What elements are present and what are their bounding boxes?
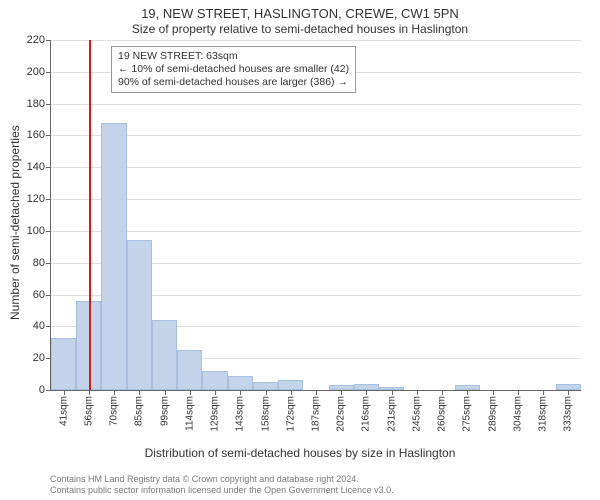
annotation-line2: ← 10% of semi-detached houses are smalle… bbox=[118, 63, 349, 76]
x-tick-mark bbox=[341, 390, 342, 395]
chart-title-main: 19, NEW STREET, HASLINGTON, CREWE, CW1 5… bbox=[0, 6, 600, 21]
gridline bbox=[51, 199, 581, 200]
x-tick-label: 289sqm bbox=[487, 396, 498, 432]
y-tick-label: 40 bbox=[33, 320, 45, 332]
x-tick-label: 85sqm bbox=[134, 396, 145, 426]
y-tick-mark bbox=[46, 199, 51, 200]
histogram-bar bbox=[152, 320, 177, 390]
histogram-bar bbox=[202, 371, 227, 390]
y-tick-mark bbox=[46, 104, 51, 105]
x-tick-mark bbox=[493, 390, 494, 395]
y-tick-label: 60 bbox=[33, 289, 45, 301]
x-tick-mark bbox=[417, 390, 418, 395]
histogram-bar bbox=[177, 350, 202, 390]
x-tick-mark bbox=[568, 390, 569, 395]
x-tick-mark bbox=[291, 390, 292, 395]
x-tick-label: 114sqm bbox=[184, 396, 195, 431]
y-tick-label: 100 bbox=[27, 225, 45, 237]
x-tick-label: 143sqm bbox=[235, 396, 246, 432]
y-tick-mark bbox=[46, 231, 51, 232]
x-tick-mark bbox=[114, 390, 115, 395]
x-tick-label: 333sqm bbox=[563, 396, 574, 432]
x-tick-mark bbox=[316, 390, 317, 395]
y-tick-label: 180 bbox=[27, 98, 45, 110]
y-tick-label: 0 bbox=[39, 384, 45, 396]
histogram-bar bbox=[51, 338, 76, 391]
x-tick-label: 70sqm bbox=[109, 396, 120, 426]
x-tick-mark bbox=[240, 390, 241, 395]
x-tick-label: 318sqm bbox=[538, 396, 549, 432]
x-tick-mark bbox=[139, 390, 140, 395]
y-tick-label: 220 bbox=[27, 34, 45, 46]
x-tick-label: 99sqm bbox=[159, 396, 170, 426]
property-size-histogram: 19, NEW STREET, HASLINGTON, CREWE, CW1 5… bbox=[0, 0, 600, 500]
y-tick-label: 160 bbox=[27, 129, 45, 141]
gridline bbox=[51, 135, 581, 136]
x-tick-mark bbox=[392, 390, 393, 395]
x-tick-label: 187sqm bbox=[311, 396, 322, 432]
gridline bbox=[51, 231, 581, 232]
y-tick-mark bbox=[46, 72, 51, 73]
x-tick-label: 56sqm bbox=[83, 396, 94, 426]
attribution-line1: Contains HM Land Registry data © Crown c… bbox=[50, 474, 394, 485]
chart-title-sub: Size of property relative to semi-detach… bbox=[0, 22, 600, 36]
y-tick-label: 120 bbox=[27, 193, 45, 205]
x-tick-label: 260sqm bbox=[437, 396, 448, 432]
y-tick-mark bbox=[46, 295, 51, 296]
plot-area: 02040608010012014016018020022041sqm56sqm… bbox=[50, 40, 581, 391]
attribution-line2: Contains public sector information licen… bbox=[50, 485, 394, 496]
x-tick-mark bbox=[366, 390, 367, 395]
x-tick-mark bbox=[266, 390, 267, 395]
y-tick-mark bbox=[46, 326, 51, 327]
x-tick-label: 216sqm bbox=[361, 396, 372, 432]
x-tick-label: 304sqm bbox=[512, 396, 523, 432]
x-tick-label: 231sqm bbox=[386, 396, 397, 432]
x-tick-label: 129sqm bbox=[210, 396, 221, 432]
y-tick-label: 140 bbox=[27, 161, 45, 173]
x-tick-mark bbox=[89, 390, 90, 395]
y-axis-label: Number of semi-detached properties bbox=[8, 125, 22, 320]
x-tick-mark bbox=[215, 390, 216, 395]
gridline bbox=[51, 167, 581, 168]
attribution-text: Contains HM Land Registry data © Crown c… bbox=[50, 474, 394, 497]
histogram-bar bbox=[101, 123, 126, 390]
x-tick-mark bbox=[190, 390, 191, 395]
y-tick-label: 80 bbox=[33, 257, 45, 269]
x-tick-label: 158sqm bbox=[260, 396, 271, 432]
annotation-box: 19 NEW STREET: 63sqm ← 10% of semi-detac… bbox=[111, 46, 356, 93]
reference-line bbox=[89, 40, 91, 390]
histogram-bar bbox=[228, 376, 253, 390]
x-tick-label: 41sqm bbox=[58, 396, 69, 426]
y-tick-label: 200 bbox=[27, 66, 45, 78]
y-tick-mark bbox=[46, 135, 51, 136]
histogram-bar bbox=[127, 240, 152, 390]
y-tick-mark bbox=[46, 263, 51, 264]
y-tick-mark bbox=[46, 167, 51, 168]
y-tick-mark bbox=[46, 390, 51, 391]
x-tick-mark bbox=[543, 390, 544, 395]
y-tick-label: 20 bbox=[33, 352, 45, 364]
x-tick-label: 172sqm bbox=[285, 396, 296, 432]
annotation-line1: 19 NEW STREET: 63sqm bbox=[118, 50, 349, 63]
gridline bbox=[51, 104, 581, 105]
x-tick-mark bbox=[518, 390, 519, 395]
x-tick-label: 202sqm bbox=[336, 396, 347, 432]
x-tick-mark bbox=[442, 390, 443, 395]
x-tick-mark bbox=[467, 390, 468, 395]
x-tick-label: 245sqm bbox=[411, 396, 422, 432]
y-tick-mark bbox=[46, 40, 51, 41]
x-tick-label: 275sqm bbox=[462, 396, 473, 432]
histogram-bar bbox=[253, 382, 278, 390]
histogram-bar bbox=[278, 380, 303, 390]
x-axis-label: Distribution of semi-detached houses by … bbox=[0, 446, 600, 460]
x-tick-mark bbox=[165, 390, 166, 395]
gridline bbox=[51, 40, 581, 41]
x-tick-mark bbox=[64, 390, 65, 395]
annotation-line3: 90% of semi-detached houses are larger (… bbox=[118, 76, 349, 89]
